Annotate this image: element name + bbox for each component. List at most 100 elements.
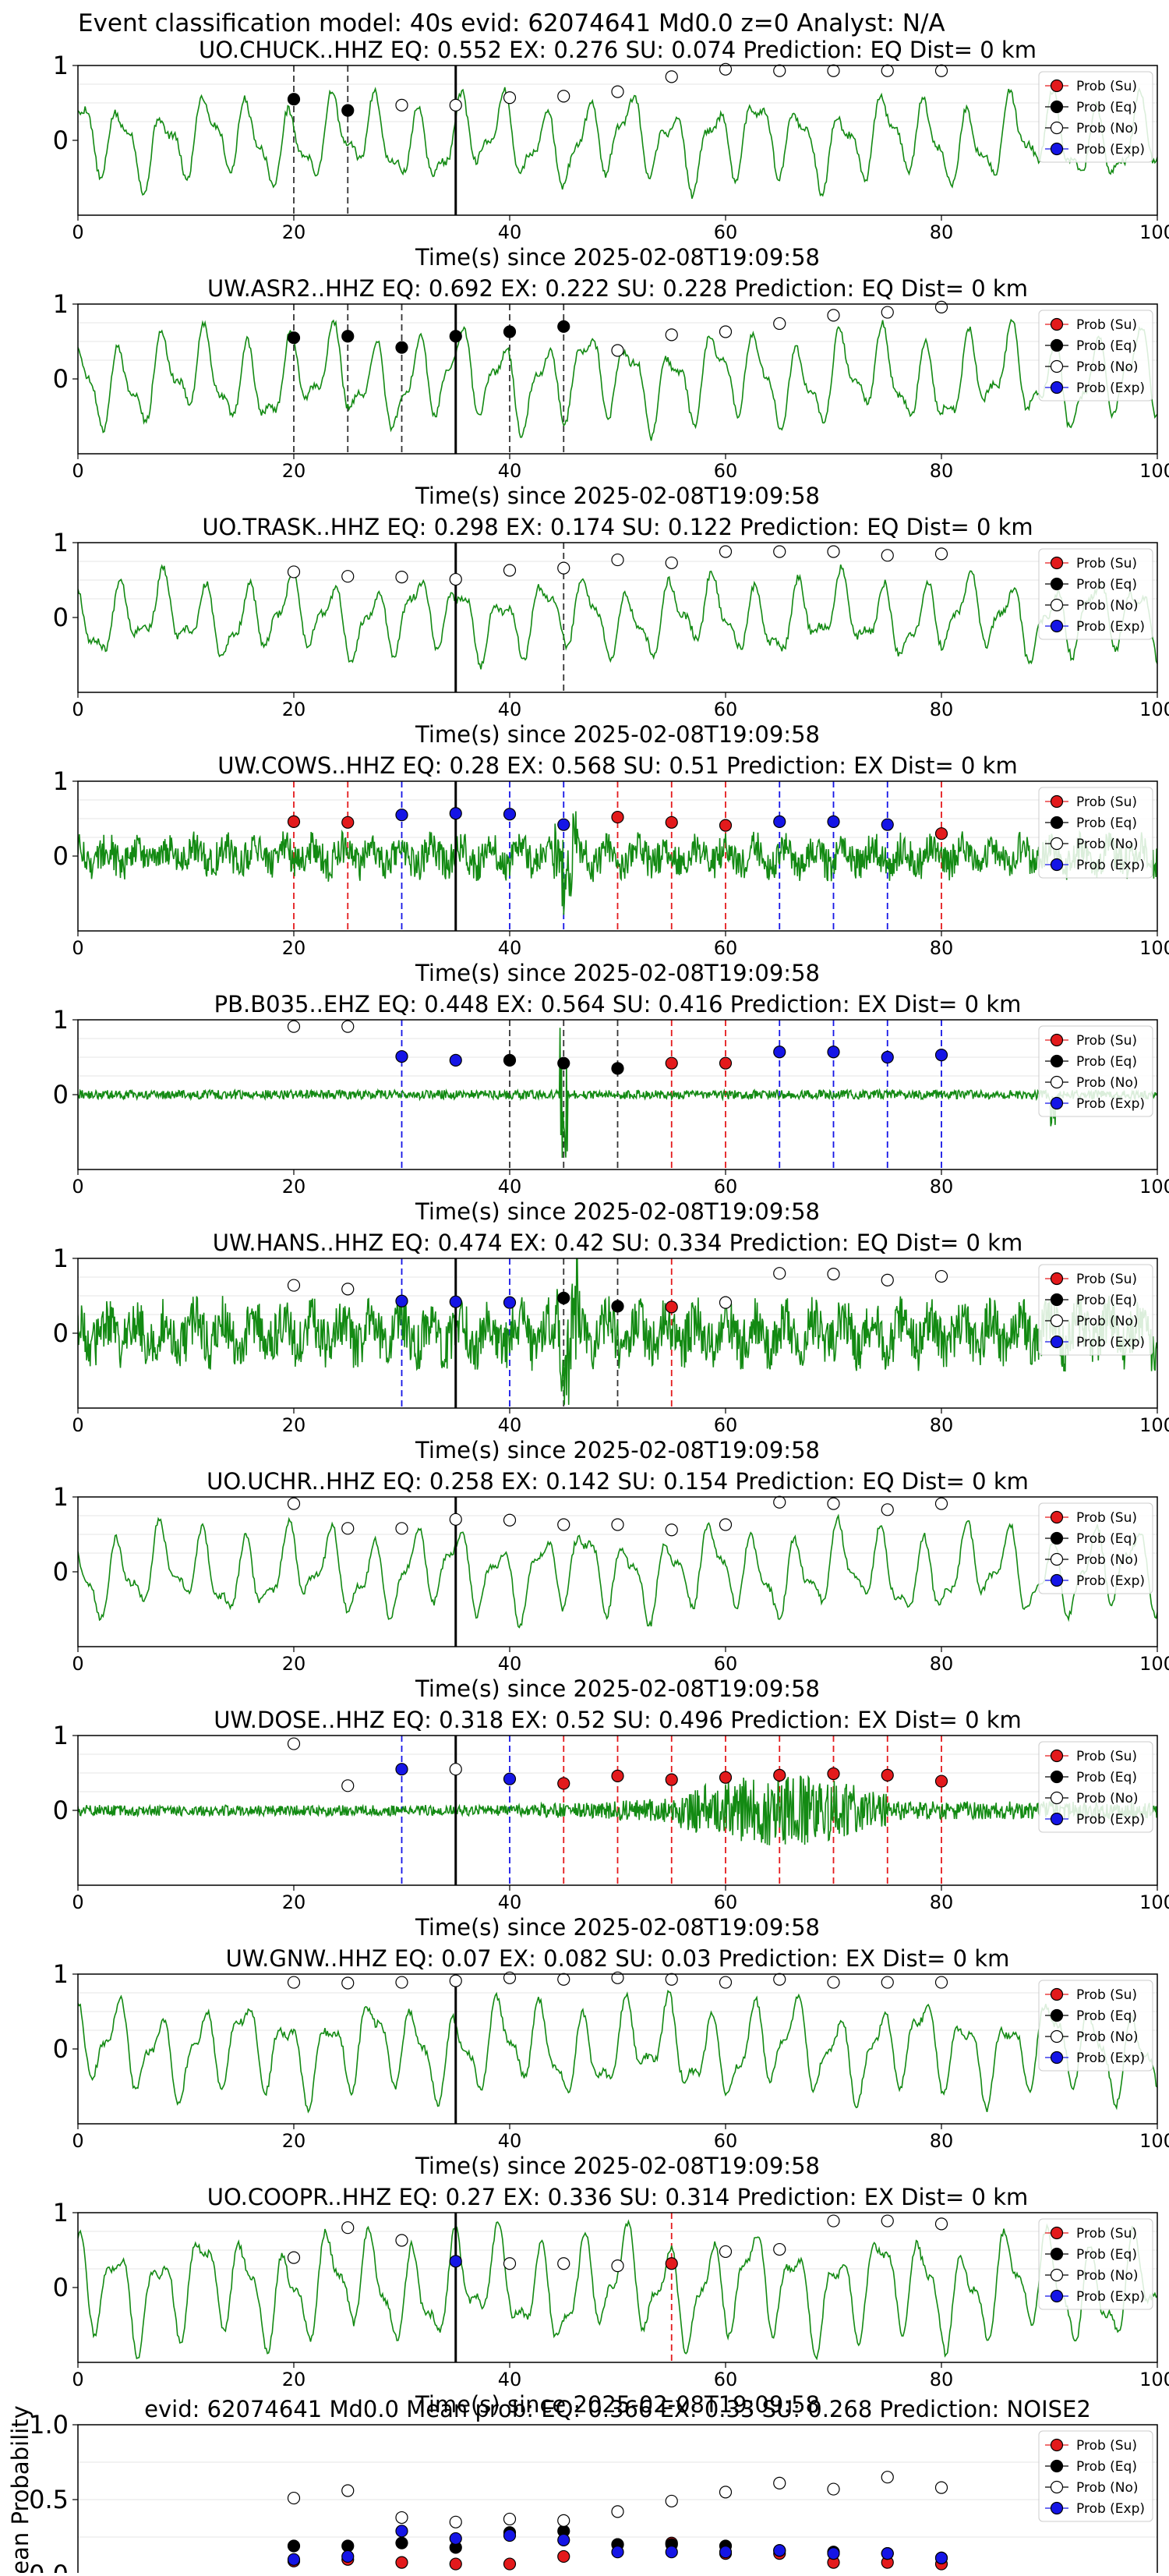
prob-point (773, 317, 786, 331)
legend-marker (1050, 1314, 1064, 1328)
legend-label: Prob (Su) (1076, 2438, 1137, 2454)
legend: Prob (Su) Prob (Eq) Prob (No) Prob (Exp) (1038, 310, 1153, 402)
mean-prob-point (719, 2546, 733, 2559)
x-tick-label: 0 (72, 460, 83, 482)
prob-point (395, 341, 408, 354)
prob-point (665, 816, 678, 829)
prob-point (503, 2257, 517, 2270)
x-axis-label: Time(s) since 2025-02-08T19:09:58 (415, 1675, 820, 1702)
prob-point (341, 1976, 355, 1990)
prob-point (395, 1294, 408, 1307)
x-tick-label: 20 (282, 2130, 306, 2152)
x-tick-label: 80 (930, 1891, 954, 1913)
panel-title: UW.COWS..HHZ EQ: 0.28 EX: 0.568 SU: 0.51… (217, 752, 1017, 779)
legend-label: Prob (Eq) (1076, 2247, 1137, 2263)
mean-prob-point (395, 2556, 408, 2569)
legend-label: Prob (Exp) (1076, 858, 1145, 873)
waveform-trace (78, 1990, 1157, 2114)
legend-label: Prob (No) (1076, 2480, 1139, 2496)
legend-label: Prob (Su) (1076, 1510, 1137, 1526)
legend-label: Prob (Exp) (1076, 2501, 1145, 2517)
prob-point (557, 818, 570, 831)
prob-point (341, 570, 355, 583)
prob-point (827, 64, 840, 77)
y-tick-label: 1 (53, 1959, 69, 1989)
mean-prob-point (827, 2547, 840, 2560)
x-tick-label: 0 (72, 1653, 83, 1675)
x-axis-label: Time(s) since 2025-02-08T19:09:58 (415, 1914, 820, 1941)
x-tick-label: 80 (930, 1176, 954, 1198)
prob-point (395, 1522, 408, 1535)
prob-point (287, 1497, 301, 1510)
prob-point (341, 816, 355, 829)
prob-point (719, 1771, 733, 1784)
x-tick-label: 20 (282, 460, 306, 482)
prob-point (557, 1518, 570, 1531)
prob-point (881, 2214, 894, 2227)
prob-point (557, 1777, 570, 1790)
prob-point (395, 1976, 408, 1989)
prob-point (665, 556, 678, 570)
legend-label: Prob (Su) (1076, 794, 1137, 810)
prob-point (665, 1973, 678, 1986)
legend-marker (1050, 2051, 1064, 2065)
chart-panel: UW.GNW..HHZ EQ: 0.07 EX: 0.082 SU: 0.03 … (53, 1945, 1169, 2179)
legend-marker (1050, 1054, 1064, 1068)
legend-label: Prob (Su) (1076, 1272, 1137, 1287)
y-axis-label: Mean Probability (7, 2405, 34, 2573)
x-tick-label: 60 (714, 221, 738, 243)
mean-prob-point (503, 2557, 517, 2571)
legend-marker (1050, 1510, 1064, 1524)
prob-point (934, 827, 948, 840)
x-tick-label: 80 (930, 460, 954, 482)
prob-point (881, 306, 894, 319)
mean-prob-point (773, 2544, 786, 2557)
chart-panel: UO.TRASK..HHZ EQ: 0.298 EX: 0.174 SU: 0.… (53, 514, 1169, 748)
legend-label: Prob (Exp) (1076, 1573, 1145, 1589)
y-tick-label: 0.5 (29, 2485, 69, 2514)
prob-point (503, 808, 517, 821)
prob-point (665, 1773, 678, 1786)
legend-label: Prob (Eq) (1076, 1770, 1137, 1785)
legend-marker (1050, 816, 1064, 830)
prob-point (881, 1976, 894, 1989)
x-axis-label: Time(s) since 2025-02-08T19:09:58 (415, 244, 820, 271)
prob-point (665, 1056, 678, 1070)
legend-marker (1050, 556, 1064, 570)
y-tick-label: 1 (53, 2198, 69, 2227)
panels: UO.CHUCK..HHZ EQ: 0.552 EX: 0.276 SU: 0.… (7, 37, 1169, 2576)
x-tick-label: 40 (498, 2130, 522, 2152)
legend-label: Prob (No) (1076, 1791, 1139, 1806)
x-tick-label: 20 (282, 2369, 306, 2390)
panel-title: UO.CHUCK..HHZ EQ: 0.552 EX: 0.276 SU: 0.… (199, 37, 1037, 63)
x-tick-label: 60 (714, 2130, 738, 2152)
prob-point (934, 1976, 948, 1989)
x-tick-label: 40 (498, 1653, 522, 1675)
chart-panel: UO.COOPR..HHZ EQ: 0.27 EX: 0.336 SU: 0.3… (53, 2184, 1169, 2418)
x-tick-label: 40 (498, 2369, 522, 2390)
prob-point (449, 1295, 462, 1308)
prob-point (881, 1273, 894, 1286)
chart-panel: UW.ASR2..HHZ EQ: 0.692 EX: 0.222 SU: 0.2… (53, 275, 1169, 509)
legend: Prob (Su) Prob (Eq) Prob (No) Prob (Exp) (1038, 787, 1153, 879)
prob-point (827, 1268, 840, 1281)
legend-label: Prob (No) (1076, 598, 1139, 614)
y-tick-label: 1 (53, 51, 69, 80)
prob-point (341, 2221, 355, 2235)
legend-box (1038, 1025, 1153, 1117)
prob-point (827, 1497, 840, 1510)
x-tick-label: 0 (72, 1891, 83, 1913)
prob-point (773, 545, 786, 558)
x-tick-label: 100 (1139, 1176, 1169, 1198)
mean-prob-point (611, 2546, 624, 2559)
panel-title: UO.TRASK..HHZ EQ: 0.298 EX: 0.174 SU: 0.… (202, 514, 1033, 540)
legend-marker (1050, 359, 1064, 373)
x-axis-label: Time(s) since 2025-02-08T19:09:58 (415, 483, 820, 509)
prob-point (503, 325, 517, 338)
legend-label: Prob (Su) (1076, 79, 1137, 94)
x-tick-label: 80 (930, 1414, 954, 1436)
prob-point (827, 1976, 840, 1989)
prob-point (611, 1518, 624, 1531)
y-tick-label: 0 (53, 2034, 69, 2064)
prob-point (449, 330, 462, 343)
